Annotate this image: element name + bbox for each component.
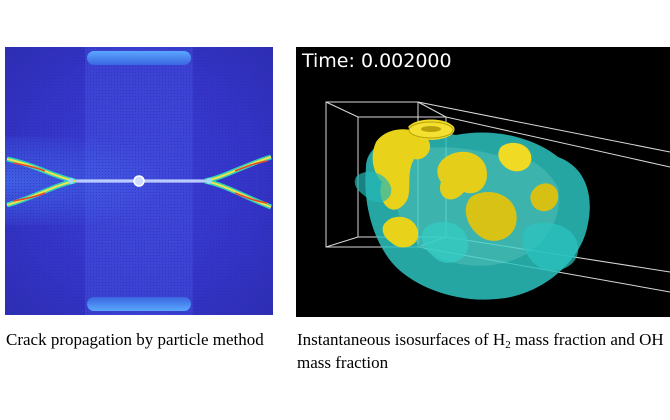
crack-propagation-caption: Crack propagation by particle method — [6, 328, 286, 351]
bottom-load-cap — [87, 297, 191, 311]
isosurface-caption-subscript: 2 — [505, 339, 511, 351]
crack-propagation-image — [5, 47, 273, 315]
simulation-time-label: Time: 0.002000 — [301, 50, 452, 72]
isosurface-graphic: Time: 0.002000 — [296, 47, 670, 317]
crack-field-graphic — [5, 47, 273, 315]
crack-caption-text: Crack propagation by particle method — [6, 330, 264, 349]
isosurface-image: Time: 0.002000 — [296, 47, 670, 317]
top-load-cap — [87, 51, 191, 65]
isosurface-caption-part2: mass fraction and OH mass fraction — [297, 330, 664, 372]
crack-origin — [133, 175, 145, 187]
isosurface-caption-part1: Instantaneous isosurfaces of H — [297, 330, 506, 349]
isosurface-caption: Instantaneous isosurfaces of H2 mass fra… — [297, 328, 670, 374]
